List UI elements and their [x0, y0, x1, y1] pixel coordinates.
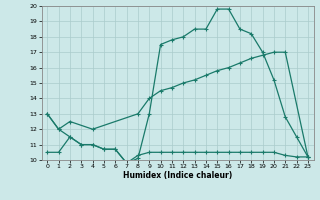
X-axis label: Humidex (Indice chaleur): Humidex (Indice chaleur): [123, 171, 232, 180]
